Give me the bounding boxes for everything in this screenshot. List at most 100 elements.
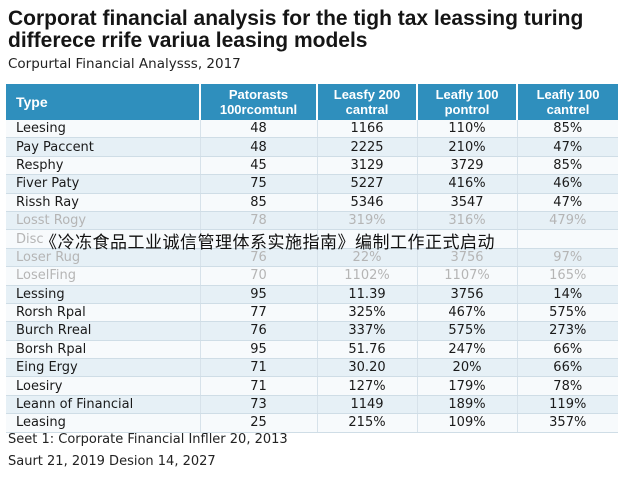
table-row: Burch Rreal 76 337% 575% 273%: [6, 321, 618, 341]
table-row: Loesiry 71 127% 179% 78%: [6, 376, 618, 396]
financial-table: Type Patorasts 100rcomtunl Leasfy 200 ca…: [6, 84, 618, 433]
row-value-cell: 97%: [517, 248, 618, 268]
header-col-1: Patorasts 100rcomtunl: [200, 84, 318, 120]
row-value-cell: 85%: [517, 156, 618, 176]
row-value-cell: 127%: [317, 376, 418, 396]
row-type-cell: LoselFing: [6, 266, 201, 286]
table-row: Eing Ergy 71 30.20 20% 66%: [6, 358, 618, 378]
row-value-cell: 3756: [417, 285, 518, 304]
row-value-cell: 76: [200, 321, 318, 341]
row-type-cell: Leesing: [6, 120, 201, 139]
row-type-cell: Pay Paccent: [6, 137, 201, 157]
row-value-cell: 71: [200, 376, 318, 396]
row-value-cell: 210%: [417, 137, 518, 157]
header-type: Type: [6, 84, 201, 120]
table-row: Pay Paccent 48 2225 210% 47%: [6, 137, 618, 157]
row-value-cell: 78%: [517, 376, 618, 396]
row-type-cell: Loser Rug: [6, 248, 201, 268]
row-value-cell: 46%: [517, 174, 618, 194]
row-value-cell: 325%: [317, 303, 418, 323]
row-value-cell: 1102%: [317, 266, 418, 286]
row-value-cell: 1149: [317, 395, 418, 415]
overlay-caption: 《冷冻食品工业诚信管理体系实施指南》编制工作正式启动: [40, 233, 495, 253]
row-value-cell: 247%: [417, 340, 518, 360]
row-value-cell: 51.76: [317, 340, 418, 360]
table-row: Disc: [6, 229, 618, 249]
header-col-3: Leafly 100 pontrol: [417, 84, 518, 120]
row-type-cell: Losst Rogy: [6, 211, 201, 231]
table-body: Leesing 48 1166 110% 85% Pay Paccent 48 2225 210…: [6, 120, 618, 433]
row-value-cell: 110%: [417, 120, 518, 139]
row-value-cell: 48: [200, 120, 318, 139]
row-value-cell: 11.39: [317, 285, 418, 304]
row-type-cell: Resphy: [6, 156, 201, 176]
footnote-2: Saurt 21, 2019 Desion 14, 2027: [8, 454, 216, 469]
row-value-cell: 2225: [317, 137, 418, 157]
row-value-cell: 416%: [417, 174, 518, 194]
row-value-cell: 3729: [417, 156, 518, 176]
row-type-cell: Leasing: [6, 413, 201, 433]
row-value-cell: 5227: [317, 174, 418, 194]
row-type-cell: Leann of Financial: [6, 395, 201, 415]
row-value-cell: 20%: [417, 358, 518, 378]
row-value-cell: [417, 229, 518, 249]
row-value-cell: 1166: [317, 120, 418, 139]
row-value-cell: 48: [200, 137, 318, 157]
row-value-cell: 78: [200, 211, 318, 231]
row-value-cell: 575%: [417, 321, 518, 341]
row-value-cell: 30.20: [317, 358, 418, 378]
row-value-cell: 215%: [317, 413, 418, 433]
row-value-cell: [200, 229, 318, 249]
row-value-cell: 3547: [417, 193, 518, 212]
row-value-cell: 76: [200, 248, 318, 268]
table-row: Rorsh Rpal 77 325% 467% 575%: [6, 303, 618, 323]
row-value-cell: 319%: [317, 211, 418, 231]
title-line-2: differece rrife variua leasing models: [8, 29, 368, 52]
row-value-cell: 189%: [417, 395, 518, 415]
row-type-cell: Borsh Rpal: [6, 340, 201, 360]
table-row: Lessing 95 11.39 3756 14%: [6, 285, 618, 304]
row-value-cell: 1107%: [417, 266, 518, 286]
row-value-cell: 75: [200, 174, 318, 194]
row-value-cell: 467%: [417, 303, 518, 323]
row-value-cell: 47%: [517, 137, 618, 157]
title-line-1: Corporat financial analysis for the tigh…: [8, 7, 584, 30]
row-value-cell: 316%: [417, 211, 518, 231]
row-value-cell: 119%: [517, 395, 618, 415]
table-header-row: Type Patorasts 100rcomtunl Leasfy 200 ca…: [6, 84, 618, 120]
footnote-1: Seet 1: Corporate Financial Infller 20, …: [8, 432, 288, 447]
table-row: Leann of Financial 73 1149 189% 119%: [6, 395, 618, 415]
row-type-cell: Rissh Ray: [6, 193, 201, 212]
row-value-cell: 337%: [317, 321, 418, 341]
row-value-cell: 85%: [517, 120, 618, 139]
table-row: Loser Rug 76 22% 3756 97%: [6, 248, 618, 268]
table-row: LoselFing 70 1102% 1107% 165%: [6, 266, 618, 286]
row-value-cell: 479%: [517, 211, 618, 231]
table-row: Leesing 48 1166 110% 85%: [6, 120, 618, 139]
row-value-cell: 77: [200, 303, 318, 323]
table-row: Losst Rogy 78 319% 316% 479%: [6, 211, 618, 231]
row-value-cell: 179%: [417, 376, 518, 396]
row-value-cell: 575%: [517, 303, 618, 323]
row-type-cell: Rorsh Rpal: [6, 303, 201, 323]
row-type-cell: Burch Rreal: [6, 321, 201, 341]
row-value-cell: 95: [200, 285, 318, 304]
row-type-cell: Disc: [6, 229, 201, 249]
row-value-cell: [317, 229, 418, 249]
row-value-cell: 5346: [317, 193, 418, 212]
row-value-cell: 47%: [517, 193, 618, 212]
table-row: Borsh Rpal 95 51.76 247% 66%: [6, 340, 618, 360]
financial-table-container: Type Patorasts 100rcomtunl Leasfy 200 ca…: [6, 84, 618, 433]
table-row: Resphy 45 3129 3729 85%: [6, 156, 618, 176]
row-type-cell: Lessing: [6, 285, 201, 304]
header-col-4: Leafly 100 cantrel: [517, 84, 618, 120]
row-type-cell: Eing Ergy: [6, 358, 201, 378]
row-type-cell: Loesiry: [6, 376, 201, 396]
table-row: Rissh Ray 85 5346 3547 47%: [6, 193, 618, 212]
row-value-cell: 25: [200, 413, 318, 433]
document-title: Corporat financial analysis for the tigh…: [8, 8, 632, 52]
row-value-cell: 95: [200, 340, 318, 360]
row-value-cell: 165%: [517, 266, 618, 286]
row-value-cell: 22%: [317, 248, 418, 268]
row-value-cell: 109%: [417, 413, 518, 433]
